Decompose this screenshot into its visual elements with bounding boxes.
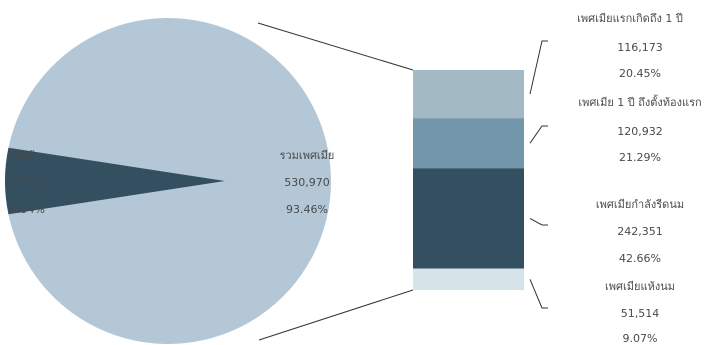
breakdown-value-3: 51,514 xyxy=(621,307,660,320)
male-slice-percent: 6.54% xyxy=(10,203,45,216)
pie xyxy=(4,17,331,344)
breakdown-label-2: เพศเมียกำลังรีดนม xyxy=(596,198,684,211)
female-slice-label: รวมเพศเมีย xyxy=(280,149,335,162)
breakdown-label-3: เพศเมียแห้งนม xyxy=(605,280,675,293)
female-slice-value: 530,970 xyxy=(284,176,330,189)
breakdown-value-1: 120,932 xyxy=(617,125,663,138)
connector-lines xyxy=(257,22,548,341)
breakdown-percent-3: 9.07% xyxy=(623,332,658,345)
callout-line-1 xyxy=(529,125,548,144)
breakdown-segment-0 xyxy=(413,70,524,119)
breakdown-label-0: เพศเมียแรกเกิดถึง 1 ปี xyxy=(577,12,683,25)
breakdown-value-2: 242,351 xyxy=(617,225,663,238)
breakdown-segment-2 xyxy=(413,168,524,269)
breakdown-percent-1: 21.29% xyxy=(619,151,661,164)
female-slice-percent: 93.46% xyxy=(286,203,328,216)
male-slice-value: 37,141 xyxy=(8,176,47,189)
breakdown-segment-3 xyxy=(413,268,524,290)
breakdown-value-0: 116,173 xyxy=(617,41,663,54)
pie-to-bar-line-bottom xyxy=(258,289,414,341)
callout-line-2 xyxy=(529,218,548,226)
callout-line-0 xyxy=(529,40,548,95)
male-slice-label: เพศผู้ xyxy=(10,149,34,162)
breakdown-percent-0: 20.45% xyxy=(619,67,661,80)
pie-to-bar-line-top xyxy=(257,22,414,71)
breakdown-bar xyxy=(413,70,524,290)
pie-slice-male xyxy=(4,147,225,215)
breakdown-label-1: เพศเมีย 1 ปี ถึงตั้งท้องแรก xyxy=(578,94,701,109)
callout-line-3 xyxy=(529,279,548,309)
breakdown-segment-1 xyxy=(413,118,524,169)
breakdown-percent-2: 42.66% xyxy=(619,252,661,265)
